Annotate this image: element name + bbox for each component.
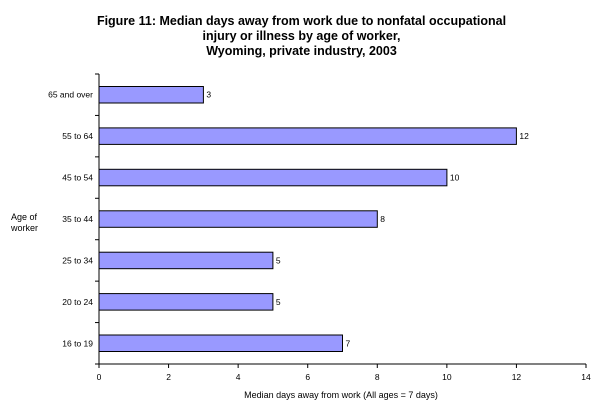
category-label-4: 25 to 34 — [62, 255, 93, 265]
chart-title-line-2: injury or illness by age of worker, — [202, 29, 401, 43]
chart-title-line-1: Figure 11: Median days away from work du… — [96, 14, 507, 28]
axes-group: 65 and over 55 to 64 45 to 54 35 to 44 25 to… — [48, 73, 591, 382]
bar-6 — [98, 334, 343, 352]
x-tick-label-2: 4 — [236, 372, 241, 382]
category-label-3: 35 to 44 — [62, 214, 93, 224]
x-tick-label-5: 10 — [442, 372, 452, 382]
chart-title-line-3: Wyoming, private industry, 2003 — [206, 44, 397, 58]
category-label-0: 65 and over — [48, 90, 93, 100]
value-label-5: 5 — [276, 297, 281, 307]
value-label-2: 10 — [450, 173, 460, 183]
value-label-0: 3 — [206, 90, 211, 100]
bars-group: 3 12 10 8 5 5 7 — [98, 86, 529, 352]
x-tick-label-4: 8 — [375, 372, 380, 382]
value-label-3: 8 — [380, 214, 385, 224]
x-axis-label: Median days away from work (All ages = 7… — [244, 390, 438, 400]
bar-0 — [98, 86, 204, 104]
value-label-4: 5 — [276, 255, 281, 265]
y-axis-label: Age of worker — [11, 212, 51, 234]
bar-4 — [98, 251, 274, 270]
chart-title: Figure 11: Median days away from work du… — [0, 14, 603, 59]
category-label-6: 16 to 19 — [62, 338, 93, 348]
y-axis-label-line-2: worker — [11, 223, 39, 233]
value-label-6: 7 — [346, 338, 351, 348]
x-tick-label-3: 6 — [305, 372, 310, 382]
x-tick-label-1: 2 — [166, 372, 171, 382]
bar-1 — [98, 127, 517, 145]
bar-2 — [98, 168, 448, 187]
x-tick-label-6: 12 — [512, 372, 522, 382]
y-axis-label-line-1: Age of — [11, 212, 38, 222]
bar-5 — [98, 293, 274, 311]
x-tick-label-0: 0 — [97, 372, 102, 382]
category-label-1: 55 to 64 — [62, 131, 93, 141]
bar-3 — [98, 210, 378, 228]
category-label-2: 45 to 54 — [62, 173, 93, 183]
x-tick-label-7: 14 — [581, 372, 591, 382]
category-label-5: 20 to 24 — [62, 297, 93, 307]
value-label-1: 12 — [519, 131, 529, 141]
